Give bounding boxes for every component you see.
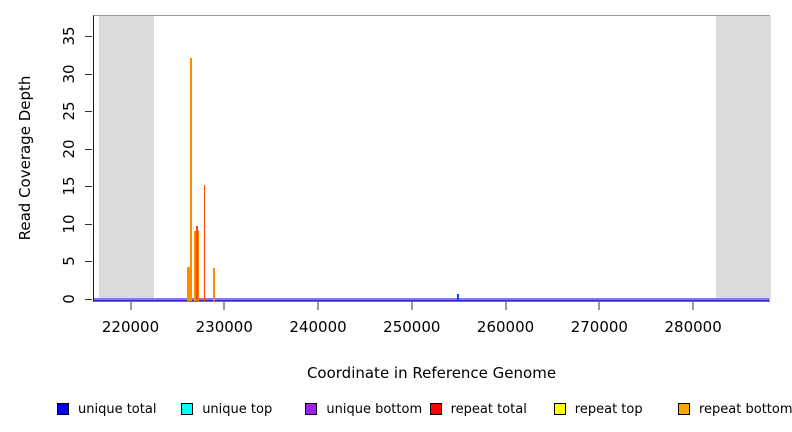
legend-label: unique top: [202, 401, 273, 417]
repeat-bottom-swatch: [678, 403, 690, 415]
y-tick-label: 0: [60, 293, 78, 304]
y-axis-title: Read Coverage Depth: [16, 75, 34, 241]
x-tick: [223, 302, 226, 310]
y-tick-label: 25: [60, 101, 78, 121]
legend-item: unique top: [181, 398, 272, 420]
coverage-bar: [190, 58, 192, 301]
legend-label: unique bottom: [326, 401, 423, 417]
x-tick: [129, 302, 132, 310]
plot-area: [93, 15, 771, 302]
legend-item: repeat bottom: [678, 398, 792, 420]
x-tick-label: 260000: [476, 318, 535, 336]
x-tick: [410, 302, 413, 310]
unique-total-swatch: [57, 403, 69, 415]
x-tick: [598, 302, 601, 310]
y-tick: [85, 298, 92, 300]
unique-bottom-swatch: [305, 403, 318, 415]
y-tick: [85, 36, 92, 37]
legend-label: repeat top: [574, 401, 643, 417]
repeat-total-swatch: [429, 403, 442, 415]
baseline-unique-bottom-line: [94, 298, 769, 300]
coverage-bar: [457, 293, 460, 301]
y-tick: [85, 261, 92, 262]
legend-label: unique total: [78, 401, 157, 417]
y-tick: [85, 223, 92, 225]
coverage-bar: [196, 226, 198, 301]
y-tick: [85, 73, 92, 75]
x-tick: [692, 302, 695, 310]
repeat-top-swatch: [553, 403, 566, 415]
coverage-bar: [186, 267, 191, 301]
legend-item: repeat total: [429, 398, 527, 420]
coverage-bar: [213, 268, 216, 301]
x-tick-label: 250000: [383, 318, 441, 336]
coverage-bar: [203, 184, 206, 301]
x-tick-label: 280000: [664, 318, 722, 336]
baseline-unique-total-line: [94, 299, 769, 301]
legend-label: repeat total: [450, 401, 527, 417]
x-tick: [317, 302, 320, 310]
legend-item: repeat top: [553, 398, 643, 420]
legend-item: unique total: [57, 398, 156, 420]
x-axis-title: Coordinate in Reference Genome: [306, 364, 557, 382]
y-tick: [85, 148, 92, 150]
x-tick-label: 240000: [289, 318, 347, 336]
legend-item: unique bottom: [305, 398, 422, 420]
y-tick-label: 15: [60, 176, 78, 196]
y-tick-label: 30: [60, 63, 78, 84]
legend-label: repeat bottom: [699, 401, 792, 417]
y-tick-label: 5: [60, 256, 78, 266]
x-tick: [504, 302, 507, 310]
unique-top-swatch: [181, 403, 194, 415]
y-tick-label: 20: [60, 138, 78, 159]
y-tick-label: 35: [60, 26, 78, 46]
y-tick: [85, 186, 92, 187]
masked-region-right: [715, 16, 771, 299]
x-tick-label: 220000: [101, 318, 160, 336]
x-tick-label: 270000: [570, 318, 628, 336]
y-tick-label: 10: [60, 213, 78, 234]
y-tick: [85, 111, 92, 112]
x-tick-label: 230000: [195, 318, 253, 336]
masked-region-left: [98, 16, 154, 299]
legend: unique total unique top unique bottom repea…: [0, 398, 792, 424]
